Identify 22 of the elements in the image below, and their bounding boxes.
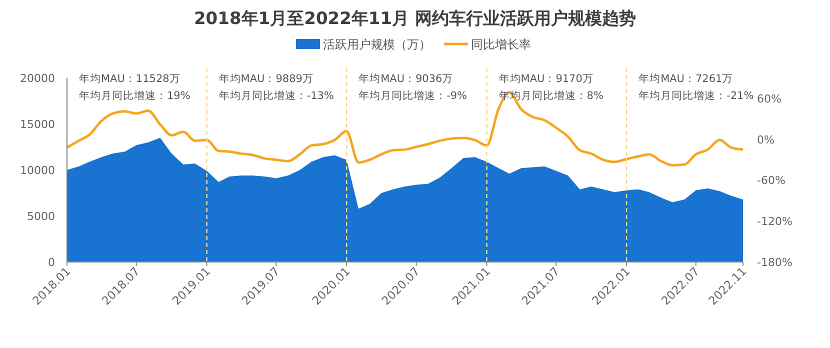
annotation: 年均MAU：11528万 <box>79 73 180 85</box>
annotation: 年均MAU：9036万 <box>358 73 454 85</box>
annotation: 年均月同比增速：-9% <box>358 89 468 102</box>
y2-tick-label: 0% <box>757 133 774 146</box>
y2-tick-label: 60% <box>757 92 782 106</box>
annotation: 年均MAU：9889万 <box>218 73 314 85</box>
y2-tick-label: -120% <box>757 215 792 228</box>
y-tick-label: 10000 <box>20 164 55 177</box>
y2-tick-label: -60% <box>757 174 786 188</box>
annotation: 年均月同比增速：19% <box>79 89 190 102</box>
annotation: 年均月同比增速：-13% <box>218 89 334 102</box>
legend-label: 同比增长率 <box>471 38 531 52</box>
y-tick-label: 20000 <box>20 72 55 85</box>
chart-title: 2018年1月至2022年11月 网约车行业活跃用户规模趋势 <box>194 9 636 29</box>
y-tick-label: 0 <box>48 256 55 269</box>
legend-label: 活跃用户规模（万） <box>323 38 431 52</box>
y-tick-label: 15000 <box>20 118 55 131</box>
annotation: 年均月同比增速：-21% <box>638 89 754 102</box>
y2-tick-label: -180% <box>757 256 792 269</box>
y-tick-label: 5000 <box>27 210 55 223</box>
annotation: 年均MAU：9170万 <box>498 73 594 85</box>
annotation: 年均MAU：7261万 <box>638 73 734 85</box>
